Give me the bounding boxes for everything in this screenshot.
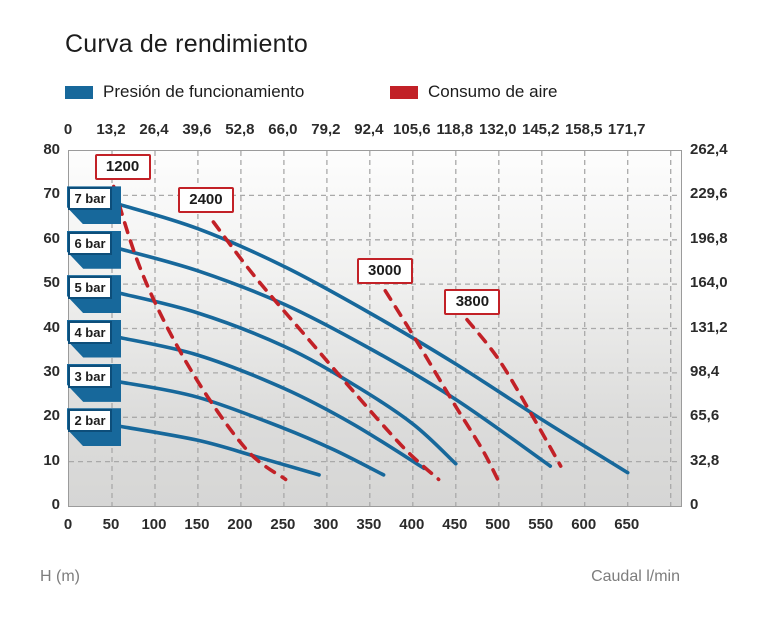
y-axis-title: H (m) [40,568,80,585]
left-tick-label: 10 [43,451,60,469]
plot-svg [69,151,681,506]
legend: Presión de funcionamiento Consumo de air… [65,82,705,102]
air-swatch-icon [390,85,418,99]
pressure-curve-2-bar [117,424,321,477]
legend-label-pressure: Presión de funcionamiento [103,82,305,101]
legend-item-pressure: Presión de funcionamiento [65,82,304,102]
top-tick-label: 13,2 [96,121,126,138]
right-tick-label: 262,4 [690,141,728,158]
right-tick-label: 98,4 [690,362,720,380]
left-tick-label: 40 [43,318,60,336]
top-tick-label: 158,5 [564,121,603,138]
pressure-tag-label: 4 bar [68,320,112,344]
grid-lines [69,151,681,506]
air-curve-label-3000: 3000 [356,257,413,284]
bottom-tick-label: 550 [528,516,554,533]
x-axis-bottom: 0 50 100 150 200 250 300 350 400 450 500 550 600 650 [0,516,775,534]
top-tick-label: 0 [63,121,73,138]
air-curve-2400 [211,220,441,482]
air-curve-label-3800: 3800 [444,288,501,315]
legend-item-air: Consumo de aire [390,82,557,102]
top-tick-label: 52,8 [225,121,255,138]
pressure-tag-7-bar: 7 bar [67,186,121,225]
left-tick-label: 30 [43,362,60,380]
air-curve-label-1200: 1200 [94,153,151,180]
x-axis-top: 0 13,2 26,4 39,6 52,8 66,0 79,2 92,4 105,6 118,8 1… [0,121,775,139]
left-tick-label: 70 [43,185,60,203]
pressure-tag-6-bar: 6 bar [67,230,121,269]
pressure-curve-7-bar [117,202,630,475]
bottom-tick-label: 600 [571,516,597,533]
top-tick-label: 39,6 [182,121,212,138]
top-tick-label: 79,2 [311,121,341,138]
pressure-curve-6-bar [117,246,553,468]
pressure-swatch-icon [65,85,93,99]
air-curve-label-2400: 2400 [177,186,234,213]
pressure-curve-3-bar [117,380,386,477]
x-axis-title: Caudal l/min [591,568,680,585]
pressure-tag-label: 6 bar [68,231,112,255]
pressure-curve-4-bar [117,335,426,471]
right-tick-label: 164,0 [690,274,728,292]
bottom-tick-label: 500 [485,516,511,533]
pressure-tag-2-bar: 2 bar [67,408,121,447]
air-curve-3800 [465,317,563,468]
page-title: Curva de rendimiento [65,30,309,58]
plot-area: 7 bar 6 bar 5 bar 4 bar 3 bar 2 bar 1200 2400 30… [67,150,682,507]
air-curve-3000 [383,289,501,484]
bottom-tick-label: 100 [141,516,167,533]
pressure-tag-3-bar: 3 bar [67,363,121,402]
pressure-tag-label: 5 bar [68,276,112,300]
top-tick-label: 132,0 [478,121,517,138]
top-tick-label: 145,2 [521,121,560,138]
left-tick-label: 60 [43,229,60,247]
pressure-tag-5-bar: 5 bar [67,275,121,314]
bottom-tick-label: 50 [102,516,120,533]
bottom-tick-label: 400 [399,516,425,533]
right-tick-label: 131,2 [690,318,728,336]
top-tick-label: 26,4 [139,121,169,138]
top-tick-label: 118,8 [436,121,474,138]
right-tick-label: 196,8 [690,229,728,247]
left-tick-label: 80 [43,141,60,158]
right-tick-label: 229,6 [690,185,728,203]
pressure-tag-4-bar: 4 bar [67,319,121,358]
right-tick-label: 65,6 [690,407,720,425]
bottom-tick-label: 350 [356,516,382,533]
pressure-tag-label: 3 bar [68,364,112,388]
pressure-tag-label: 2 bar [68,409,112,433]
right-tick-label: 32,8 [690,451,720,469]
bottom-tick-label: 300 [313,516,339,533]
left-tick-label: 50 [43,274,60,292]
top-tick-label: 66,0 [268,121,298,138]
bottom-tick-label: 250 [270,516,296,533]
right-tick-label: 0 [690,496,699,513]
bottom-tick-label: 150 [184,516,210,533]
left-tick-label: 0 [51,496,60,513]
top-tick-label: 171,7 [607,121,646,138]
pressure-tag-label: 7 bar [68,187,112,211]
left-tick-label: 20 [43,407,60,425]
legend-label-air: Consumo de aire [428,82,558,101]
bottom-tick-label: 0 [63,516,73,533]
top-tick-label: 105,6 [393,121,431,138]
top-tick-label: 92,4 [354,121,384,138]
pressure-curve-5-bar [117,291,458,466]
bottom-tick-label: 650 [614,516,640,533]
bottom-tick-label: 450 [442,516,468,533]
bottom-tick-label: 200 [227,516,253,533]
